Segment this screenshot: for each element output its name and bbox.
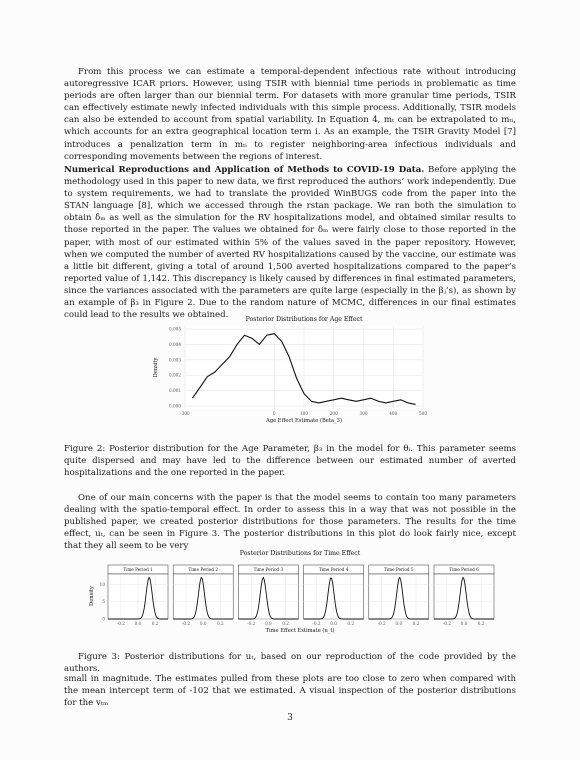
facet-panel: [433, 573, 495, 620]
facet-strip: [238, 564, 299, 575]
paragraph-numerical-reproductions: Numerical Reproductions and Application …: [64, 164, 516, 321]
facet-panel: [368, 573, 430, 620]
x-tick-label: 0: [273, 411, 276, 416]
density-line: [173, 576, 234, 620]
facet-label: Time Period 1: [123, 567, 153, 572]
figure-2-caption: Figure 2: Posterior distribution for the…: [64, 444, 516, 479]
x-tick-label: -300: [180, 411, 190, 416]
x-tick-label: 0.0: [135, 621, 142, 626]
facet-strip: [368, 564, 430, 575]
x-tick-label: 500: [419, 411, 427, 416]
y-axis-label: Density: [89, 586, 95, 606]
x-axis-label: Time Effect Estimate (u_t): [265, 627, 334, 634]
facet-label: Time Period 4: [319, 567, 349, 572]
x-tick-label: 0.0: [265, 621, 272, 626]
x-tick-label: 200: [330, 411, 338, 416]
figure-3-caption: Figure 3: Posterior distributions for uₜ…: [64, 652, 516, 675]
density-line: [434, 576, 494, 620]
density-line: [303, 577, 364, 620]
facet-label: Time Period 3: [254, 567, 284, 572]
facet-label: Time Period 6: [449, 567, 479, 572]
x-tick-label: 300: [360, 411, 368, 416]
facet-strip: [172, 564, 234, 575]
x-tick-label: -0.2: [117, 621, 125, 626]
facet-strip: [107, 564, 169, 575]
x-tick-label: -0.2: [312, 621, 320, 626]
x-tick-label: 0.0: [395, 621, 402, 626]
y-axis-label: Density: [153, 357, 159, 377]
x-tick-label: 0.2: [152, 621, 159, 626]
x-tick-label: 0.2: [217, 621, 224, 626]
y-tick-label: 0.003: [169, 357, 181, 362]
x-tick-label: 0.0: [330, 621, 337, 626]
y-tick-label: 0.004: [169, 342, 181, 347]
section-heading: Numerical Reproductions and Application …: [64, 165, 425, 175]
y-tick-label: 10: [100, 582, 106, 587]
density-line: [238, 576, 299, 620]
x-tick-label: -0.2: [182, 621, 190, 626]
facet-label: Time Period 5: [384, 567, 414, 572]
x-tick-label: 400: [389, 411, 397, 416]
x-tick-label: 0.2: [282, 621, 289, 626]
facet-panel: [303, 573, 364, 620]
facet-strip: [303, 564, 364, 575]
facet-panel: [172, 573, 234, 620]
density-line: [108, 576, 168, 620]
page-number: 3: [287, 713, 293, 723]
y-tick-label: 0.002: [169, 373, 181, 378]
facet-strip: [433, 564, 495, 575]
x-tick-label: 0.2: [478, 621, 485, 626]
y-tick-label: 0.005: [169, 327, 181, 332]
density-line: [191, 333, 416, 405]
x-tick-label: 0.2: [413, 621, 420, 626]
y-tick-label: 0.000: [169, 403, 181, 408]
facet-panel: [107, 573, 169, 620]
density-line: [368, 576, 429, 620]
y-tick-label: 5: [102, 599, 105, 604]
x-tick-label: -0.2: [378, 621, 386, 626]
paragraph-tsir-text: From this process we can estimate a temp…: [64, 67, 516, 162]
y-tick-label: 0.001: [169, 388, 181, 393]
x-tick-label: 0.0: [200, 621, 207, 626]
x-tick-label: 100: [300, 411, 308, 416]
y-tick-label: 0: [102, 617, 105, 622]
paragraph-spatio-temporal: One of our main concerns with the paper …: [64, 493, 516, 552]
plot-area: [185, 326, 423, 409]
facet-panel: [238, 573, 299, 620]
paragraph-small-magnitude: small in magnitude. The estimates pulled…: [64, 674, 516, 709]
paragraph-tsir: From this process we can estimate a temp…: [64, 66, 516, 163]
x-tick-label: -0.2: [247, 621, 255, 626]
x-tick-label: 0.2: [347, 621, 354, 626]
x-tick-label: 0.0: [461, 621, 468, 626]
x-axis-label: Age Effect Estimate (Beta_3): [265, 417, 342, 424]
x-tick-label: -0.2: [443, 621, 451, 626]
facet-label: Time Period 2: [188, 567, 218, 572]
paragraph-numerical-text: Before applying the methodology used in …: [64, 165, 517, 321]
